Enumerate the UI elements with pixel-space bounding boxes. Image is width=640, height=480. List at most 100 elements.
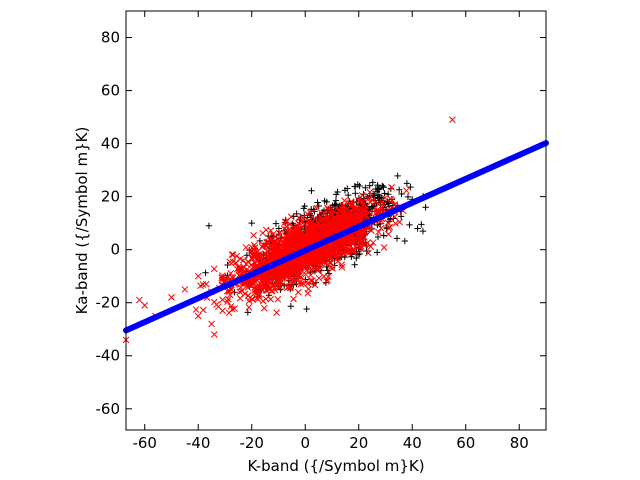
data-point: [341, 187, 349, 194]
data-point: [303, 278, 311, 285]
data-point: [324, 204, 331, 212]
data-point: [308, 187, 315, 194]
data-point: [315, 274, 323, 282]
data-point: [356, 233, 364, 241]
data-point: [366, 188, 374, 196]
data-point: [308, 277, 316, 284]
data-point: [303, 305, 310, 313]
data-point: [381, 190, 388, 197]
data-point: [254, 283, 261, 290]
data-point: [236, 266, 244, 273]
data-point: [168, 294, 175, 301]
data-point: [250, 231, 257, 239]
data-point: [342, 215, 350, 222]
data-point: [380, 244, 388, 251]
data-point: [311, 256, 319, 263]
data-point: [316, 216, 324, 224]
data-point: [199, 306, 207, 314]
data-point: [208, 320, 215, 328]
x-tick-label: 0: [300, 434, 310, 452]
data-point: [299, 214, 307, 222]
data-point: [297, 255, 305, 263]
y-tick-label: 40: [101, 135, 120, 153]
data-point: [301, 258, 308, 265]
data-point: [285, 239, 293, 247]
data-point: [228, 251, 236, 259]
data-point: [418, 221, 425, 228]
data-point: [226, 258, 234, 266]
data-point: [310, 222, 318, 230]
x-axis-label: K-band ({/Symbol m}K): [247, 457, 424, 475]
data-point: [263, 247, 271, 255]
data-point: [341, 197, 348, 205]
data-point: [397, 213, 405, 220]
data-point: [360, 202, 368, 210]
data-point: [287, 213, 295, 221]
data-point: [292, 268, 300, 276]
data-point: [324, 228, 332, 236]
data-point: [304, 225, 312, 233]
data-point: [275, 229, 283, 237]
data-point: [219, 307, 226, 315]
data-point: [275, 225, 283, 232]
data-point: [381, 194, 389, 202]
data-point: [356, 250, 363, 258]
data-point: [290, 295, 297, 303]
data-point: [273, 309, 280, 316]
data-point: [347, 198, 355, 205]
data-point: [317, 256, 325, 264]
y-tick-label: 80: [101, 29, 120, 47]
data-point: [422, 204, 429, 211]
data-point: [286, 220, 294, 228]
data-point: [242, 279, 250, 287]
data-point: [225, 287, 233, 295]
y-tick-label: -40: [96, 347, 121, 365]
data-point: [264, 240, 272, 247]
data-point: [194, 312, 202, 320]
data-point: [295, 220, 303, 228]
data-point: [272, 238, 280, 245]
data-point: [333, 242, 341, 249]
data-point: [270, 251, 278, 259]
data-point: [218, 276, 226, 284]
data-point: [233, 252, 241, 260]
data-point: [320, 229, 328, 237]
data-point: [315, 220, 323, 228]
data-point: [237, 266, 245, 274]
data-point: [449, 116, 456, 124]
data-point: [297, 280, 305, 288]
data-point: [362, 184, 369, 191]
y-tick-label: -20: [96, 294, 121, 312]
data-point: [213, 301, 220, 308]
data-point: [403, 180, 411, 187]
data-point: [245, 304, 253, 311]
data-point: [256, 237, 264, 245]
x-tick-label: 20: [349, 434, 368, 452]
data-point: [357, 245, 365, 253]
data-point: [329, 227, 337, 234]
data-point: [343, 242, 350, 250]
data-point: [359, 237, 367, 244]
data-point: [349, 232, 356, 240]
data-point: [289, 240, 297, 248]
data-point: [375, 207, 383, 215]
x-tick-label: 40: [403, 434, 422, 452]
y-tick-labels: -60 -40 -20 0 20 40 60 80: [96, 29, 121, 418]
data-point: [296, 272, 303, 279]
data-point: [385, 230, 392, 238]
data-point: [372, 185, 380, 193]
data-point: [366, 182, 373, 189]
y-tick-label: 0: [110, 241, 120, 259]
data-point: [249, 255, 256, 263]
data-point: [395, 186, 403, 193]
data-point: [388, 183, 395, 191]
data-point: [380, 232, 387, 239]
data-point: [219, 296, 226, 304]
data-point: [266, 284, 274, 291]
data-point: [311, 228, 318, 236]
data-point: [328, 211, 336, 218]
data-point: [274, 295, 282, 303]
data-point: [306, 209, 314, 217]
data-point: [242, 244, 250, 251]
data-point: [364, 249, 372, 257]
